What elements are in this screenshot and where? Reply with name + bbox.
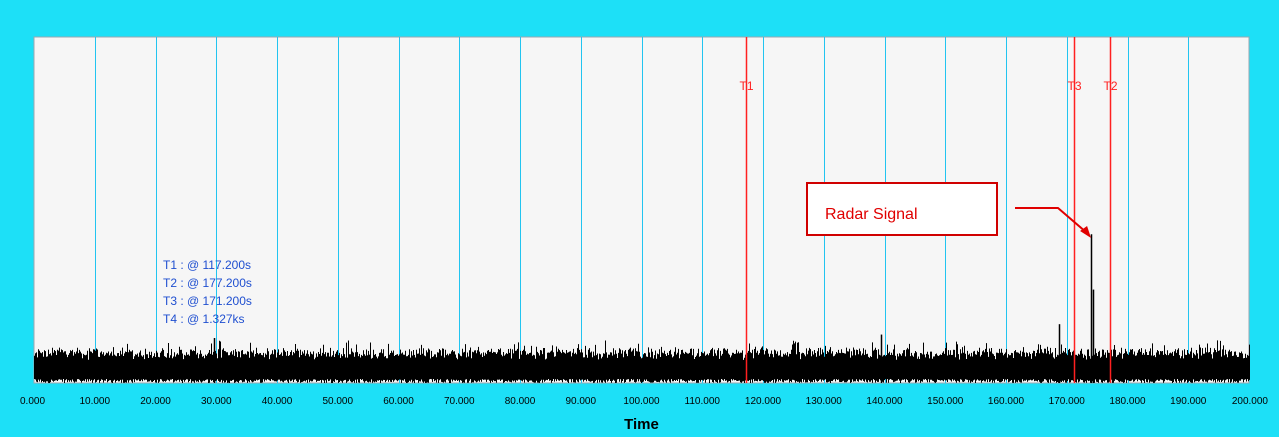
cursor-label-t2: T2 xyxy=(1103,79,1117,93)
x-tick-label: 110.000 xyxy=(685,396,721,407)
x-tick-label: 90.000 xyxy=(565,396,596,407)
x-tick-label: 200.000 xyxy=(1232,396,1269,407)
x-tick-label: 70.000 xyxy=(444,396,475,407)
x-tick-label: 120.000 xyxy=(745,396,782,407)
cursor-label-t3: T3 xyxy=(1067,79,1081,93)
annotation-arrow-line xyxy=(1015,207,1088,234)
x-tick-label: 140.000 xyxy=(866,396,903,407)
x-tick-label: 170.000 xyxy=(1049,396,1086,407)
x-tick-label: 150.000 xyxy=(927,396,964,407)
x-tick-label: 0.000 xyxy=(20,396,45,407)
cursor-label-t1: T1 xyxy=(739,79,753,93)
x-tick-label: 20.000 xyxy=(140,396,171,407)
x-tick-label: 30.000 xyxy=(201,396,232,407)
x-tick-label: 50.000 xyxy=(322,396,353,407)
annotation-text: Radar Signal xyxy=(825,206,918,223)
x-tick-label: 130.000 xyxy=(806,396,843,407)
x-tick-label: 10.000 xyxy=(79,396,110,407)
x-axis-label: Time xyxy=(624,416,659,433)
cursor-readout: T2 : @ 177.200s xyxy=(163,276,252,290)
x-tick-label: 180.000 xyxy=(1109,396,1146,407)
x-tick-label: 40.000 xyxy=(262,396,293,407)
annotation-arrow-head xyxy=(1080,226,1092,238)
x-tick-label: 100.000 xyxy=(623,396,660,407)
x-tick-label: 190.000 xyxy=(1170,396,1207,407)
cursor-readout: T3 : @ 171.200s xyxy=(163,294,252,308)
cursor-readout: T1 : @ 117.200s xyxy=(163,258,251,272)
annotation-box xyxy=(806,182,998,236)
cursor-readout: T4 : @ 1.327ks xyxy=(163,312,245,326)
x-tick-label: 60.000 xyxy=(383,396,414,407)
x-tick-label: 80.000 xyxy=(505,396,536,407)
plot-area xyxy=(33,36,1250,384)
signal-trace xyxy=(34,340,1250,383)
x-tick-label: 160.000 xyxy=(988,396,1025,407)
